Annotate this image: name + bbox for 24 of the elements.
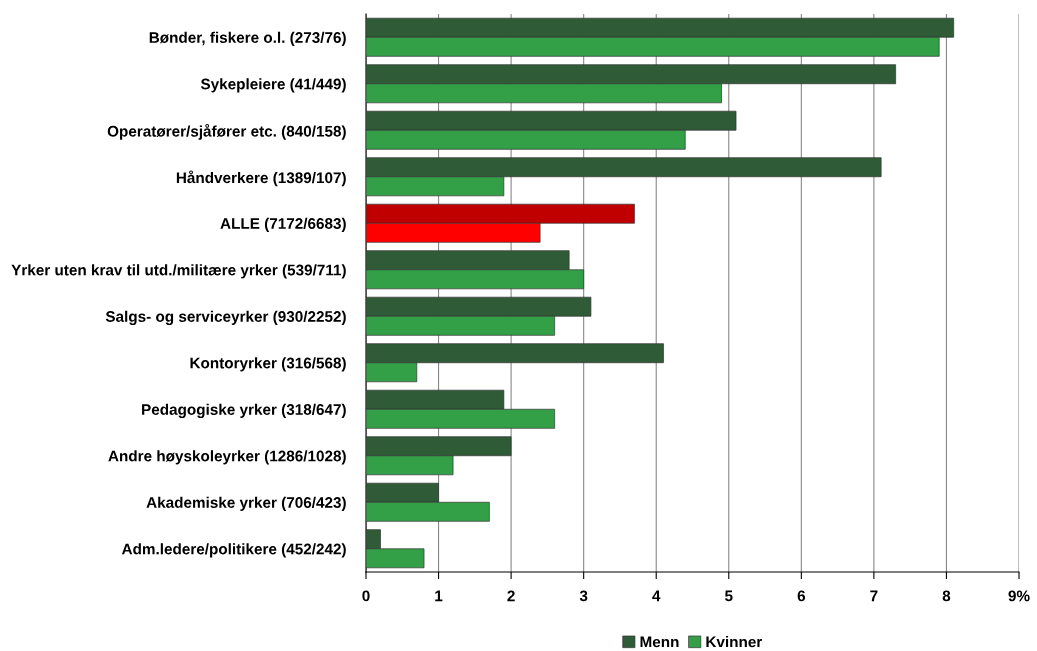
legend-label: Menn	[640, 636, 679, 648]
y-tick-label: Akademiske yrker (706/423)	[146, 496, 346, 511]
x-tick-label: 9%	[1008, 590, 1030, 602]
y-tick-label: Bønder, fiskere o.l. (273/76)	[149, 31, 346, 46]
x-tick-label: 4	[652, 590, 661, 602]
y-tick-label: Salgs- og serviceyrker (930/2252)	[105, 310, 346, 326]
x-tick-label: 1	[435, 590, 443, 602]
x-tick-label: 2	[507, 590, 515, 602]
y-tick-label: Operatører/sjåfører etc. (840/158)	[107, 123, 346, 140]
x-tick-label: 0	[362, 590, 370, 602]
y-tick-label: Sykepleiere (41/449)	[200, 78, 346, 93]
x-tick-label: 3	[579, 590, 588, 602]
y-tick-label: Håndverkere (1389/107)	[176, 170, 346, 187]
y-tick-label: Kontoryrker (316/568)	[190, 357, 346, 372]
y-tick-label: Pedagogiske yrker (318/647)	[142, 403, 346, 419]
y-tick-label: Yrker uten krav til utd./militære yrker (539/711)	[11, 264, 346, 279]
legend-label: Kvinner	[706, 636, 763, 648]
x-tick-label: 6	[797, 590, 806, 602]
x-tick-label: 8	[942, 590, 951, 602]
x-tick-label: 5	[725, 590, 733, 602]
y-tick-label: Adm.ledere/politikere (452/242)	[121, 543, 346, 558]
y-tick-label: ALLE (7172/6683)	[220, 217, 346, 232]
x-tick-label: 7	[870, 590, 878, 602]
y-tick-label: Andre høyskoleyrker (1286/1028)	[108, 450, 346, 465]
